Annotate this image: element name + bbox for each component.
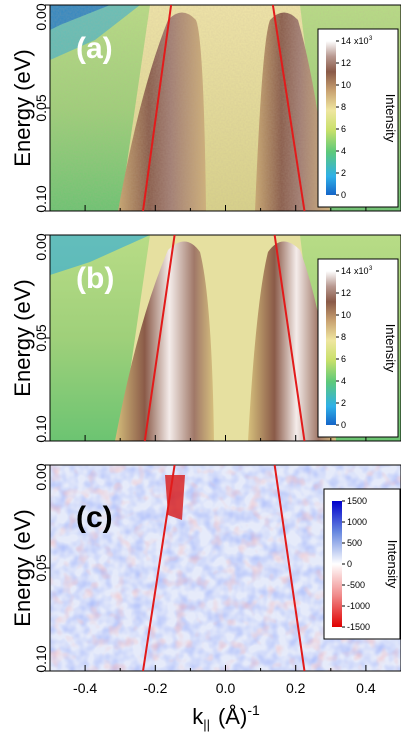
fit-line-b-1 xyxy=(273,234,306,442)
colorbar-tick-label-c-1: 1000 xyxy=(347,517,367,527)
y-axis-title-b: Energy (eV) xyxy=(10,279,35,396)
colorbar-tick-label-a-1: 2 xyxy=(341,168,346,178)
colorbar-multiplier-b: x10 xyxy=(354,266,369,276)
colorbar-tick-label-c-2: 500 xyxy=(347,538,362,548)
y-tick-label-b-2: 0.10 xyxy=(33,415,49,442)
y-tick-label-c-0: 0.00 xyxy=(33,463,49,490)
colorbar-tick-label-c-6: -1500 xyxy=(347,622,370,632)
colorbar-multiplier-a: x10 xyxy=(354,36,369,46)
x-axis-title: k|| (Å)-1 xyxy=(192,702,260,732)
fit-line-c-0 xyxy=(142,464,176,672)
colorbar-title-c: Intensity xyxy=(385,540,400,589)
colorbar-tick-label-a-0: 0 xyxy=(341,190,346,200)
y-axis-title-a: Energy (eV) xyxy=(10,49,35,166)
y-tick-label-a-2: 0.10 xyxy=(33,185,49,212)
colorbar-multiplier-exp-b: 3 xyxy=(369,266,373,272)
colorbar-tick-label-a-5: 10 xyxy=(341,80,351,90)
fit-line-a-0 xyxy=(142,4,173,212)
panel-label-c: (c) xyxy=(76,501,113,534)
x-tick-label-2: 0.0 xyxy=(216,680,236,696)
colorbar-title-a: Intensity xyxy=(383,94,398,143)
colorbar-tick-label-b-4: 8 xyxy=(341,332,346,342)
fit-line-c-1 xyxy=(273,464,306,672)
fit-line-a-1 xyxy=(271,4,306,212)
y-tick-label-c-1: 0.05 xyxy=(33,554,49,581)
panel-c: (c) xyxy=(49,464,401,672)
y-tick-label-c-2: 0.10 xyxy=(33,645,49,672)
y-axis-title-c: Energy (eV) xyxy=(10,509,35,626)
colorbar-tick-label-a-3: 6 xyxy=(341,124,346,134)
colorbar-tick-label-c-5: -1000 xyxy=(347,601,370,611)
colorbar-multiplier-exp-a: 3 xyxy=(369,36,373,42)
colorbar-tick-label-a-2: 4 xyxy=(341,146,346,156)
colorbar-tick-label-b-6: 12 xyxy=(341,288,351,298)
colorbar-tick-label-b-2: 4 xyxy=(341,376,346,386)
colorbar-tick-label-b-5: 10 xyxy=(341,310,351,320)
colorbar-gradient-c xyxy=(332,501,342,627)
colorbar-gradient-a xyxy=(326,41,336,195)
colorbar-tick-label-a-4: 8 xyxy=(341,102,346,112)
colorbar-tick-label-c-0: 1500 xyxy=(347,496,367,506)
colorbar-tick-label-b-7: 14 xyxy=(341,266,351,276)
colorbar-title-b: Intensity xyxy=(383,324,398,373)
colorbar-tick-label-c-4: -500 xyxy=(347,580,365,590)
colorbar-tick-label-b-3: 6 xyxy=(341,354,346,364)
panel-label-a: (a) xyxy=(76,32,113,65)
y-tick-label-a-1: 0.05 xyxy=(33,94,49,121)
colorbar-gradient-b xyxy=(326,271,336,425)
colorbar-tick-label-b-0: 0 xyxy=(341,420,346,430)
colorbar-tick-label-b-1: 2 xyxy=(341,398,346,408)
y-tick-label-b-0: 0.00 xyxy=(33,233,49,260)
fit-line-b-0 xyxy=(143,234,176,442)
x-tick-label-3: 0.2 xyxy=(286,680,306,696)
colorbar-tick-label-a-6: 12 xyxy=(341,58,351,68)
colorbar-tick-label-c-3: 0 xyxy=(347,559,352,569)
y-tick-label-a-0: 0.00 xyxy=(33,3,49,30)
panel-label-b: (b) xyxy=(76,262,114,295)
x-tick-label-0: -0.4 xyxy=(73,680,97,696)
y-tick-label-b-1: 0.05 xyxy=(33,324,49,351)
x-tick-label-1: -0.2 xyxy=(143,680,167,696)
x-tick-label-4: 0.4 xyxy=(356,680,376,696)
colorbar-tick-label-a-7: 14 xyxy=(341,36,351,46)
